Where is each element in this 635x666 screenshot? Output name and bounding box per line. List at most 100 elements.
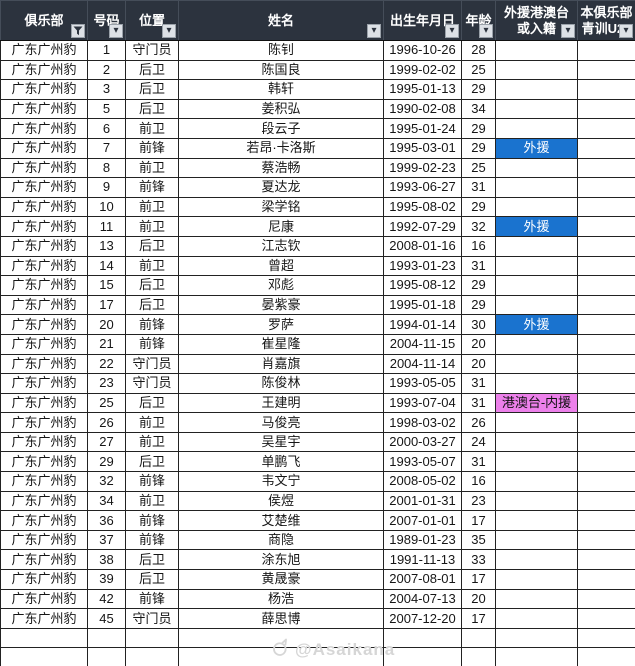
cell-number[interactable]: 8	[87, 157, 126, 179]
cell-age[interactable]: 30	[461, 314, 496, 335]
cell-name[interactable]: 陈钊	[178, 40, 384, 61]
cell-position[interactable]: 前锋	[125, 510, 179, 531]
cell-name[interactable]: 杨浩	[178, 588, 384, 610]
cell-age[interactable]: 20	[461, 588, 496, 610]
cell-position[interactable]: 前锋	[125, 588, 179, 610]
cell-position[interactable]: 前卫	[125, 157, 179, 179]
cell-youth[interactable]	[577, 471, 635, 492]
cell-position[interactable]: 前锋	[125, 137, 179, 159]
cell-number[interactable]: 3	[87, 79, 126, 100]
cell-age[interactable]: 33	[461, 549, 496, 571]
cell-club[interactable]: 广东广州豹	[0, 471, 88, 492]
cell-foreign[interactable]	[495, 255, 578, 277]
cell-club[interactable]: 广东广州豹	[0, 98, 88, 120]
cell-foreign[interactable]	[495, 490, 578, 512]
cell-age[interactable]: 17	[461, 569, 496, 590]
cell-position[interactable]: 后卫	[125, 235, 179, 257]
cell-dob[interactable]: 1991-11-13	[383, 549, 462, 571]
cell-dob[interactable]: 1993-01-23	[383, 255, 462, 277]
cell-number[interactable]: 29	[87, 451, 126, 473]
cell-youth[interactable]	[577, 275, 635, 296]
empty-cell[interactable]	[495, 627, 578, 649]
cell-position[interactable]: 前锋	[125, 177, 179, 198]
cell-club[interactable]: 广东广州豹	[0, 451, 88, 473]
cell-youth[interactable]	[577, 333, 635, 355]
cell-age[interactable]: 29	[461, 118, 496, 139]
cell-club[interactable]: 广东广州豹	[0, 588, 88, 610]
cell-dob[interactable]: 2007-12-20	[383, 608, 462, 629]
cell-dob[interactable]: 1995-01-18	[383, 294, 462, 316]
cell-age[interactable]: 32	[461, 216, 496, 237]
cell-youth[interactable]	[577, 59, 635, 81]
cell-name[interactable]: 曾超	[178, 255, 384, 277]
cell-name[interactable]: 蔡浩畅	[178, 157, 384, 179]
cell-position[interactable]: 后卫	[125, 59, 179, 81]
cell-age[interactable]: 16	[461, 471, 496, 492]
cell-age[interactable]: 29	[461, 196, 496, 218]
filter-dropdown-icon-position[interactable]: ▾	[162, 24, 176, 38]
cell-age[interactable]: 17	[461, 608, 496, 629]
cell-youth[interactable]	[577, 392, 635, 414]
cell-club[interactable]: 广东广州豹	[0, 59, 88, 81]
empty-cell[interactable]	[0, 647, 88, 666]
cell-dob[interactable]: 1993-06-27	[383, 177, 462, 198]
cell-position[interactable]: 前卫	[125, 255, 179, 277]
cell-position[interactable]: 前锋	[125, 471, 179, 492]
cell-position[interactable]: 后卫	[125, 569, 179, 590]
cell-youth[interactable]	[577, 137, 635, 159]
cell-dob[interactable]: 2001-01-31	[383, 490, 462, 512]
empty-cell[interactable]	[0, 627, 88, 649]
cell-foreign[interactable]	[495, 549, 578, 571]
cell-dob[interactable]: 1996-10-26	[383, 40, 462, 61]
cell-name[interactable]: 艾楚维	[178, 510, 384, 531]
cell-foreign[interactable]: 外援	[495, 314, 578, 335]
cell-youth[interactable]	[577, 373, 635, 394]
cell-foreign[interactable]	[495, 569, 578, 590]
cell-number[interactable]: 27	[87, 431, 126, 453]
cell-club[interactable]: 广东广州豹	[0, 490, 88, 512]
cell-number[interactable]: 23	[87, 373, 126, 394]
cell-dob[interactable]: 1995-03-01	[383, 137, 462, 159]
cell-youth[interactable]	[577, 569, 635, 590]
cell-youth[interactable]	[577, 451, 635, 473]
cell-position[interactable]: 前锋	[125, 333, 179, 355]
cell-name[interactable]: 单鹏飞	[178, 451, 384, 473]
cell-club[interactable]: 广东广州豹	[0, 314, 88, 335]
cell-youth[interactable]	[577, 529, 635, 551]
empty-cell[interactable]	[87, 647, 126, 666]
cell-age[interactable]: 23	[461, 490, 496, 512]
cell-position[interactable]: 前锋	[125, 314, 179, 335]
cell-number[interactable]: 39	[87, 569, 126, 590]
cell-position[interactable]: 前卫	[125, 431, 179, 453]
cell-foreign[interactable]: 港澳台-内援	[495, 392, 578, 414]
cell-age[interactable]: 31	[461, 177, 496, 198]
cell-dob[interactable]: 1995-01-24	[383, 118, 462, 139]
cell-youth[interactable]	[577, 196, 635, 218]
cell-dob[interactable]: 1994-01-14	[383, 314, 462, 335]
cell-name[interactable]: 姜积弘	[178, 98, 384, 120]
empty-cell[interactable]	[461, 647, 496, 666]
cell-youth[interactable]	[577, 79, 635, 100]
cell-position[interactable]: 前卫	[125, 412, 179, 433]
cell-foreign[interactable]	[495, 588, 578, 610]
filter-dropdown-icon-foreign[interactable]: ▾	[561, 24, 575, 38]
cell-number[interactable]: 2	[87, 59, 126, 81]
cell-youth[interactable]	[577, 510, 635, 531]
cell-club[interactable]: 广东广州豹	[0, 373, 88, 394]
cell-name[interactable]: 王建明	[178, 392, 384, 414]
cell-name[interactable]: 崔星隆	[178, 333, 384, 355]
cell-foreign[interactable]	[495, 431, 578, 453]
cell-club[interactable]: 广东广州豹	[0, 608, 88, 629]
cell-dob[interactable]: 1995-08-02	[383, 196, 462, 218]
cell-dob[interactable]: 1992-07-29	[383, 216, 462, 237]
cell-foreign[interactable]	[495, 451, 578, 473]
cell-foreign[interactable]	[495, 608, 578, 629]
cell-number[interactable]: 6	[87, 118, 126, 139]
cell-position[interactable]: 后卫	[125, 79, 179, 100]
cell-club[interactable]: 广东广州豹	[0, 177, 88, 198]
cell-foreign[interactable]: 外援	[495, 216, 578, 237]
cell-age[interactable]: 26	[461, 412, 496, 433]
cell-dob[interactable]: 2004-07-13	[383, 588, 462, 610]
cell-foreign[interactable]	[495, 353, 578, 375]
cell-name[interactable]: 邓彪	[178, 275, 384, 296]
